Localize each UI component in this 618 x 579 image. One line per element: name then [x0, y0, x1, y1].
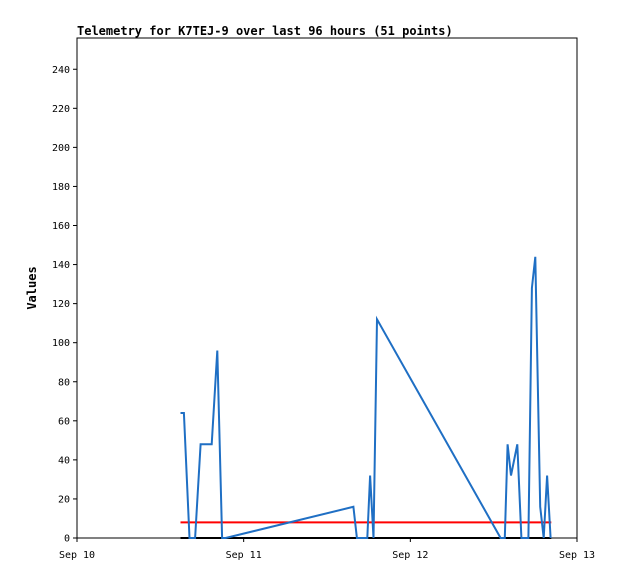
y-axis: 0 20 40 60 80 100 120 140 160 180 200 220 240: [52, 65, 77, 545]
y-tick-label: 220: [52, 104, 70, 115]
y-tick-label: 200: [52, 143, 70, 154]
y-tick-label: 0: [64, 534, 70, 545]
y-tick-label: 80: [58, 377, 70, 388]
plot-frame: [76, 37, 578, 539]
series-line-0: [180, 256, 552, 539]
y-tick-label: 100: [52, 338, 70, 349]
x-tick-label: Sep 11: [226, 550, 262, 561]
series-layer: [180, 256, 552, 539]
x-tick-label: Sep 13: [559, 550, 595, 561]
y-tick-label: 40: [58, 455, 70, 466]
y-tick-label: 20: [58, 494, 70, 505]
chart-title: Telemetry for K7TEJ-9 over last 96 hours…: [77, 24, 453, 38]
x-tick-label: Sep 12: [392, 550, 428, 561]
y-tick-label: 240: [52, 65, 70, 76]
y-axis-label: Values: [25, 266, 39, 309]
y-tick-label: 160: [52, 221, 70, 232]
y-tick-label: 180: [52, 182, 70, 193]
x-axis: Sep 10 Sep 11 Sep 12 Sep 13: [59, 538, 595, 561]
y-tick-label: 120: [52, 299, 70, 310]
y-tick-label: 60: [58, 416, 70, 427]
y-tick-label: 140: [52, 260, 70, 271]
x-tick-label: Sep 10: [59, 550, 95, 561]
